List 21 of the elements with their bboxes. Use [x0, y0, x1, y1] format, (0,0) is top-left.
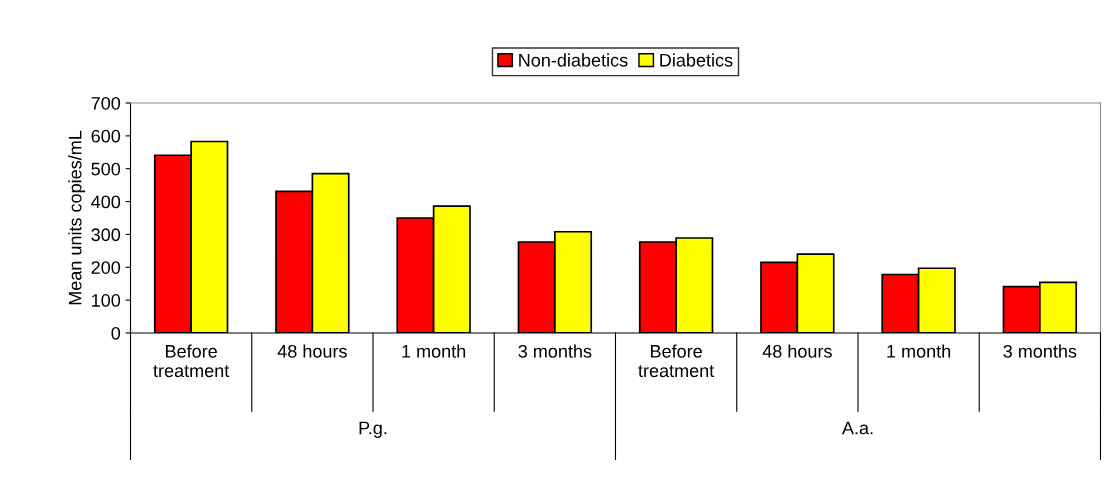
y-tick-label: 700 — [91, 96, 121, 110]
y-tick-label: 400 — [91, 195, 121, 209]
text: P.g. — [359, 421, 387, 438]
y-tick-label: 0 — [111, 326, 121, 340]
y-tick-label: 300 — [91, 228, 121, 242]
x-tick-label: 48 hours — [762, 344, 832, 358]
x-tick-label: Before treatment — [638, 344, 715, 378]
y-tick-label: 100 — [92, 294, 121, 307]
y-tick-label: 200 — [91, 261, 121, 274]
x-tick-label: 3 months — [518, 344, 592, 358]
x-tick-label: 48 hours — [277, 344, 347, 358]
x-tick-label: 3 months — [1003, 344, 1077, 358]
x-tick-label: Before treatment — [153, 344, 230, 378]
x-tick-label: 1 month — [402, 344, 466, 358]
legend-label: Non-diabetics — [519, 53, 628, 67]
legend-label: Diabetics — [660, 53, 733, 67]
y-tick-label: 600 — [91, 129, 121, 143]
x-tick-label: 1 month — [887, 344, 951, 358]
y-tick-label: 500 — [91, 162, 121, 176]
y-axis-title: Mean units copies/mL — [68, 130, 86, 305]
text: A.a. — [841, 421, 873, 435]
